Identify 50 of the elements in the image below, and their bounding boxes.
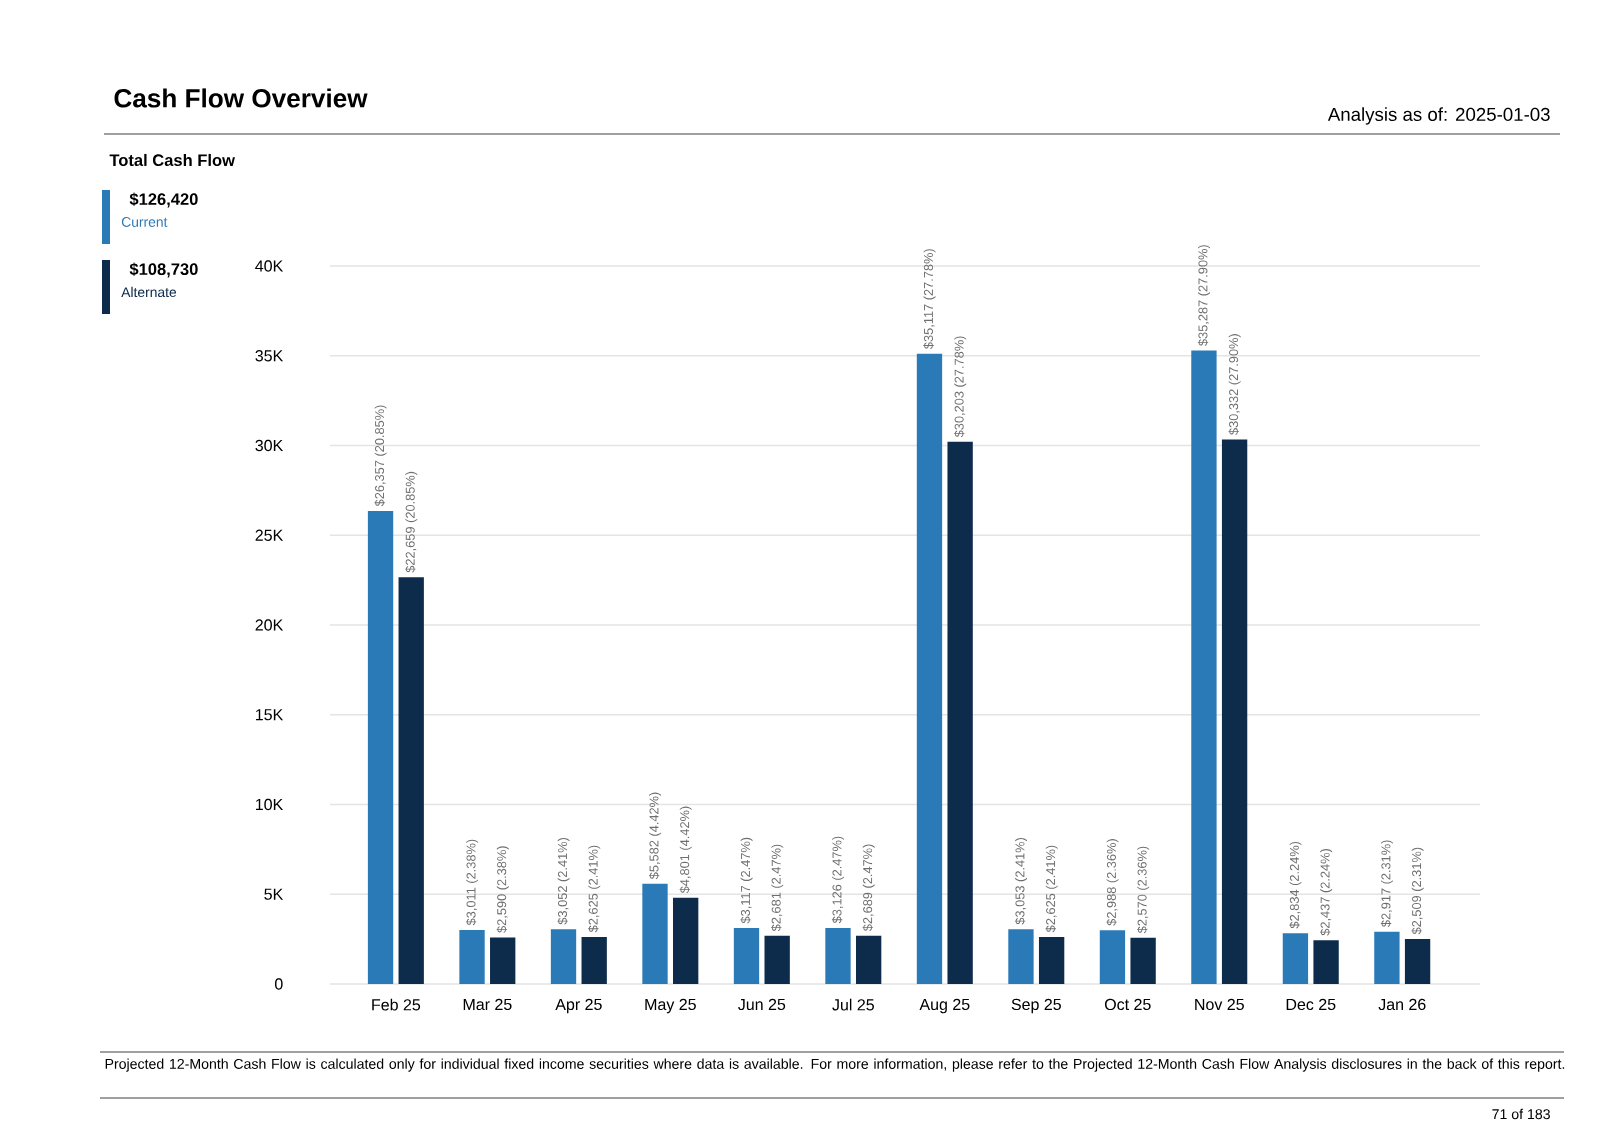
x-tick-label: Jan 26	[1378, 998, 1426, 1011]
x-tick-label: Nov 25	[1195, 998, 1244, 1011]
bar	[1374, 931, 1400, 984]
y-tick-label: 0	[274, 978, 283, 990]
text: Analysis as of: 2025-01-03	[1327, 107, 1550, 125]
y-tick-label: 40K	[255, 260, 284, 272]
y-tick-label: 35K	[255, 350, 284, 362]
bar	[1221, 439, 1248, 984]
x-tick-label: Aug 25	[919, 998, 970, 1014]
x-tick-label: Dec 25	[1286, 998, 1336, 1011]
y-tick-label: 25K	[255, 529, 284, 541]
chart-title: Cash Flow Overview	[114, 88, 368, 108]
bar	[367, 510, 394, 984]
bar	[1282, 933, 1309, 984]
bar	[855, 935, 882, 984]
x-tick-label: Mar 25	[463, 998, 512, 1011]
bar	[398, 577, 424, 984]
bar	[1038, 936, 1065, 984]
bar	[947, 441, 973, 984]
bar	[459, 929, 485, 984]
y-tick-label: 10K	[255, 798, 284, 811]
y-tick-label: 15K	[255, 709, 284, 721]
x-tick-label: Jul 25	[832, 998, 874, 1011]
bar	[642, 883, 668, 984]
y-tick-label: 5K	[264, 888, 284, 900]
bar	[1008, 929, 1034, 984]
y-tick-label: 20K	[255, 619, 284, 631]
x-tick-label: Feb 25	[372, 998, 421, 1011]
bar	[1404, 938, 1431, 984]
text: $108,730	[129, 262, 198, 278]
bar	[490, 937, 516, 984]
bar	[916, 353, 943, 984]
bar	[1130, 937, 1156, 984]
text: $126,420	[129, 192, 198, 208]
x-tick-label: Apr 25	[555, 998, 602, 1014]
bar	[1313, 940, 1339, 984]
bar	[733, 928, 760, 984]
x-tick-label: Sep 25	[1011, 998, 1061, 1014]
x-tick-label: May 25	[645, 998, 696, 1014]
x-tick-label: Oct 25	[1104, 998, 1151, 1011]
bar	[673, 897, 699, 984]
bar	[1099, 930, 1126, 984]
legend-title: Total Cash Flow	[109, 153, 235, 167]
x-tick-label: Jun 25	[738, 998, 786, 1011]
bar	[825, 927, 851, 984]
bar	[550, 929, 577, 984]
bar	[1191, 350, 1217, 984]
y-tick-label: 30K	[255, 439, 284, 452]
bar	[764, 935, 790, 984]
bar	[581, 936, 607, 984]
